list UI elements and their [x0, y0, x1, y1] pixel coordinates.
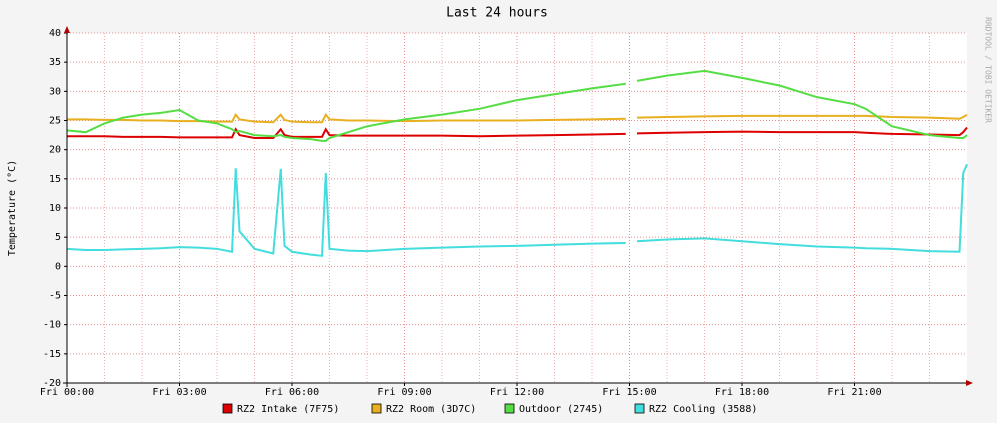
- y-tick-label: 20: [49, 145, 61, 156]
- y-tick-label: 10: [49, 203, 61, 214]
- y-tick-label: -20: [43, 378, 61, 389]
- legend-swatch: [371, 403, 382, 414]
- y-tick-label: 30: [49, 86, 61, 97]
- legend-label: RZ2 Intake (7F75): [237, 404, 339, 415]
- legend-swatch: [634, 403, 645, 414]
- legend-label: RZ2 Cooling (3588): [649, 404, 757, 415]
- chart-title: Last 24 hours: [446, 6, 548, 21]
- legend-swatch: [504, 403, 515, 414]
- x-tick-label: Fri 21:00: [827, 387, 881, 398]
- y-tick-label: -10: [43, 320, 61, 331]
- legend: RZ2 Intake (7F75) RZ2 Room (3D7C) Outdoor …: [222, 403, 757, 415]
- y-tick-label: 25: [49, 116, 61, 127]
- x-tick-label: Fri 00:00: [40, 387, 94, 398]
- x-tick-label: Fri 15:00: [602, 387, 656, 398]
- y-tick-label: 0: [55, 261, 61, 272]
- legend-label: RZ2 Room (3D7C): [386, 404, 476, 415]
- x-tick-label: Fri 03:00: [152, 387, 206, 398]
- y-tick-label: 15: [49, 174, 61, 185]
- y-arrow: [64, 26, 70, 33]
- y-tick-label: 40: [49, 28, 61, 39]
- legend-swatch: [222, 403, 233, 414]
- watermark: RRDTOOL / TOBI OETIKER: [984, 17, 993, 123]
- x-tick-label: Fri 06:00: [265, 387, 319, 398]
- y-axis-label: Temperature (°C): [7, 160, 18, 256]
- x-tick-label: Fri 18:00: [715, 387, 769, 398]
- y-tick-label: 35: [49, 57, 61, 68]
- x-tick-label: Fri 12:00: [490, 387, 544, 398]
- x-tick-label: Fri 09:00: [377, 387, 431, 398]
- series-line: [67, 126, 968, 139]
- x-arrow: [966, 380, 973, 386]
- y-tick-label: 5: [55, 232, 61, 243]
- y-tick-label: -15: [43, 349, 61, 360]
- legend-label: Outdoor (2745): [519, 404, 603, 415]
- series-line: [66, 69, 968, 142]
- series-line: [67, 112, 968, 124]
- lines: [66, 69, 968, 257]
- y-tick-label: -5: [49, 291, 61, 302]
- series-line: [66, 163, 968, 257]
